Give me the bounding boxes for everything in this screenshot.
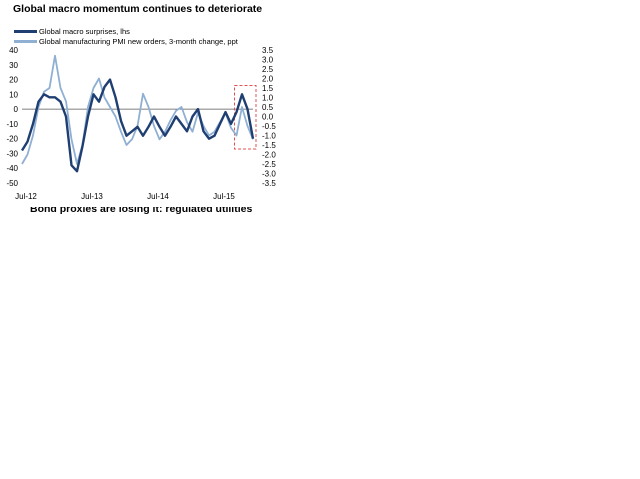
y-tick-left: 10 bbox=[9, 90, 18, 99]
y-tick-left: 30 bbox=[9, 61, 18, 70]
y-tick-left: -40 bbox=[6, 164, 18, 173]
chart-title: Global macro momentum continues to deter… bbox=[13, 3, 263, 15]
y-tick-left: -10 bbox=[6, 120, 18, 129]
x-tick-label: Jul-14 bbox=[147, 192, 169, 201]
y-tick-right: 2.0 bbox=[262, 75, 274, 84]
y-tick-right: 0.0 bbox=[262, 113, 274, 122]
x-tick-label: Jul-12 bbox=[15, 192, 37, 201]
x-tick-label: Jul-13 bbox=[81, 192, 103, 201]
series-line-pmi-new-orders bbox=[21, 54, 254, 165]
y-tick-right: -1.5 bbox=[262, 141, 276, 150]
x-tick-label: Jul-15 bbox=[213, 192, 235, 201]
y-tick-right: 1.5 bbox=[262, 84, 274, 93]
legend: Global macro surprises, lhs Global manuf… bbox=[14, 27, 239, 46]
next-chart-title-partial: Bond proxies are losing it: regulated ut… bbox=[30, 207, 253, 215]
legend-label-pmi: Global manufacturing PMI new orders, 3-m… bbox=[39, 37, 239, 46]
y-tick-right: 0.5 bbox=[262, 103, 274, 112]
y-tick-right: 3.5 bbox=[262, 46, 274, 55]
legend-label-surprises: Global macro surprises, lhs bbox=[39, 27, 130, 36]
y-tick-right: 2.5 bbox=[262, 65, 274, 74]
y-tick-left: -50 bbox=[6, 179, 18, 188]
series-lines bbox=[20, 54, 255, 173]
y-tick-left: 40 bbox=[9, 46, 18, 55]
y-tick-right: -0.5 bbox=[262, 122, 276, 131]
axes: 40 30 20 10 0 -10 -20 -30 -40 -50 3.53.02.52.01.51… bbox=[6, 46, 276, 201]
highlight-rect bbox=[234, 84, 257, 150]
y-tick-right: -3.0 bbox=[262, 170, 276, 179]
y-tick-right: 3.0 bbox=[262, 56, 274, 65]
y-tick-right: -2.0 bbox=[262, 151, 276, 160]
y-tick-left: -20 bbox=[6, 135, 18, 144]
series-line-macro-surprises bbox=[20, 78, 255, 173]
y-tick-right: -1.0 bbox=[262, 132, 276, 141]
y-tick-right: -3.5 bbox=[262, 179, 276, 188]
y-tick-right: -2.5 bbox=[262, 160, 276, 169]
y-tick-left: -30 bbox=[6, 149, 18, 158]
y-tick-left: 0 bbox=[14, 105, 19, 114]
y-tick-left: 20 bbox=[9, 76, 18, 85]
highlight-box bbox=[234, 84, 257, 150]
y-tick-right: 1.0 bbox=[262, 94, 274, 103]
